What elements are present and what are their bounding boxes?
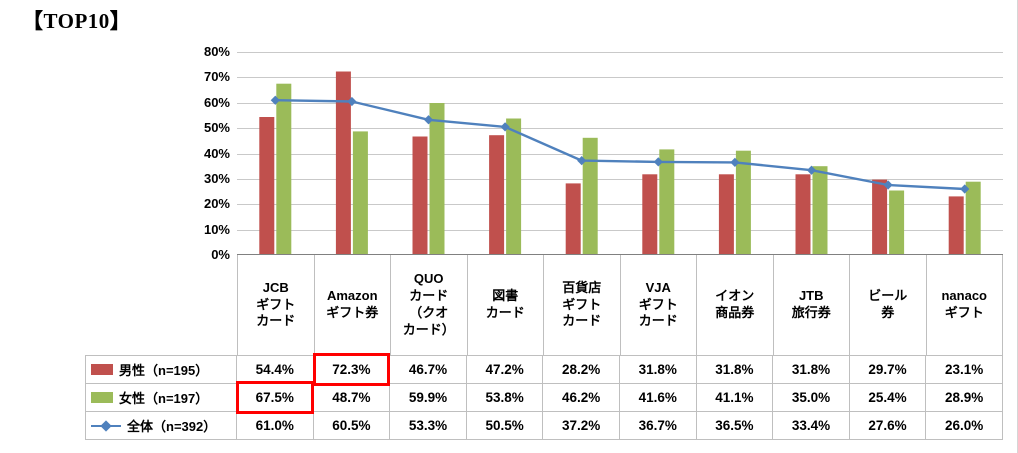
bar-series-1-cat-1 (352, 131, 368, 255)
table-value: 31.8% (697, 356, 774, 383)
bar-series-1-cat-2 (429, 103, 445, 255)
line-marker (653, 157, 663, 167)
bar-series-1-cat-8 (889, 190, 905, 255)
highlight-box (236, 381, 314, 414)
bar-series-1-cat-4 (582, 137, 598, 255)
legend-cell: 女性（n=197） (85, 384, 237, 411)
category-label: Amazon ギフト券 (315, 255, 391, 355)
bar-series-0-cat-2 (412, 136, 428, 255)
table-value: 60.5% (314, 412, 391, 439)
bar-series-0-cat-7 (795, 174, 811, 255)
bar-series-1-cat-0 (276, 83, 292, 255)
bar-series-0-cat-6 (718, 174, 734, 255)
table-value: 31.8% (620, 356, 697, 383)
y-axis-tick: 50% (203, 120, 230, 136)
table-value: 41.1% (697, 384, 774, 411)
table-row: 女性（n=197） 67.5% 48.7% 59.9% 53.8% 46.2% 41.6% 4… (85, 381, 1003, 414)
y-axis-tick: 80% (203, 44, 230, 59)
data-table: 男性（n=195） 54.4% 72.3% 46.7% 47.2% 28.2% 31.8% 3… (85, 353, 1003, 440)
total-line (275, 99, 965, 191)
table-value: 48.7% (314, 384, 391, 411)
table-value: 35.0% (773, 384, 850, 411)
y-axis-tick: 10% (203, 221, 230, 237)
highlight-box (312, 353, 391, 386)
legend-line-marker (91, 419, 121, 432)
table-value: 67.5% (236, 381, 314, 414)
plot-svg (237, 52, 1003, 255)
table-value: 28.9% (926, 384, 1003, 411)
category-axis-labels: JCB ギフト カード Amazon ギフト券 QUO カード （クオ カード） 図書… (237, 255, 1003, 355)
table-value: 54.4% (237, 356, 314, 383)
bar-series-0-cat-1 (335, 71, 351, 255)
table-value: 53.3% (390, 412, 467, 439)
table-value: 29.7% (850, 356, 927, 383)
category-label: JCB ギフト カード (237, 255, 315, 355)
y-axis-tick: 40% (203, 145, 230, 161)
line-marker (730, 157, 740, 167)
category-label: ビール 券 (850, 255, 927, 355)
legend-cell: 全体（n=392） (85, 412, 237, 439)
bar-series-1-cat-6 (735, 150, 751, 255)
table-value: 53.8% (467, 384, 544, 411)
bar-series-0-cat-0 (259, 117, 275, 255)
table-value: 59.9% (390, 384, 467, 411)
series-name: 男性（n=195） (119, 363, 209, 378)
bar-series-0-cat-3 (489, 135, 505, 255)
category-label: 図書 カード (468, 255, 544, 355)
category-label: JTB 旅行券 (774, 255, 850, 355)
table-value: 27.6% (850, 412, 927, 439)
table-value: 36.5% (697, 412, 774, 439)
category-label: VJA ギフト カード (621, 255, 697, 355)
y-axis-tick: 30% (203, 170, 230, 186)
category-label: 百貨店 ギフト カード (544, 255, 621, 355)
table-value: 50.5% (467, 412, 544, 439)
bar-series-0-cat-5 (642, 174, 658, 255)
table-value: 41.6% (620, 384, 697, 411)
plot-area (237, 52, 1003, 255)
series-name: 全体（n=392） (127, 419, 217, 434)
line-marker (577, 156, 587, 166)
table-value: 61.0% (237, 412, 314, 439)
chart-title: 【TOP10】 (22, 9, 132, 33)
table-value: 26.0% (926, 412, 1003, 439)
table-value: 28.2% (543, 356, 620, 383)
table-value: 46.2% (543, 384, 620, 411)
category-label: イオン 商品券 (697, 255, 774, 355)
line-marker (806, 165, 817, 175)
table-value: 47.2% (467, 356, 544, 383)
y-axis-tick: 70% (203, 69, 230, 85)
table-value: 31.8% (773, 356, 850, 383)
y-axis-tick: 20% (203, 196, 230, 212)
table-value: 33.4% (773, 412, 850, 439)
bar-series-1-cat-3 (506, 118, 522, 255)
table-value: 46.7% (390, 356, 467, 383)
bar-series-0-cat-9 (948, 196, 964, 255)
series-name: 女性（n=197） (119, 391, 209, 406)
table-value: 37.2% (543, 412, 620, 439)
legend-cell: 男性（n=195） (85, 356, 237, 383)
y-axis-tick: 60% (203, 94, 230, 110)
legend-swatch (91, 392, 113, 403)
table-value: 25.4% (850, 384, 927, 411)
category-label: nanaco ギフト (927, 255, 1003, 355)
table-value: 23.1% (926, 356, 1003, 383)
table-row: 男性（n=195） 54.4% 72.3% 46.7% 47.2% 28.2% 31.8% 3… (85, 353, 1003, 386)
line-marker (423, 115, 434, 125)
bar-series-1-cat-5 (659, 149, 675, 255)
line-marker (883, 180, 893, 190)
line-marker (500, 122, 510, 132)
category-label: QUO カード （クオ カード） (391, 255, 468, 355)
table-row: 全体（n=392） 61.0% 60.5% 53.3% 50.5% 37.2% 36.7% 3… (85, 412, 1003, 440)
y-axis-tick: 0% (211, 247, 230, 262)
bar-series-1-cat-7 (812, 166, 828, 255)
table-value: 36.7% (620, 412, 697, 439)
line-marker (960, 184, 970, 194)
table-value: 72.3% (312, 353, 391, 386)
legend-swatch (91, 364, 113, 375)
legend-diamond-icon (100, 419, 112, 432)
bar-series-0-cat-8 (872, 179, 888, 255)
bar-series-0-cat-4 (565, 183, 581, 255)
bar-series-1-cat-9 (965, 181, 981, 255)
